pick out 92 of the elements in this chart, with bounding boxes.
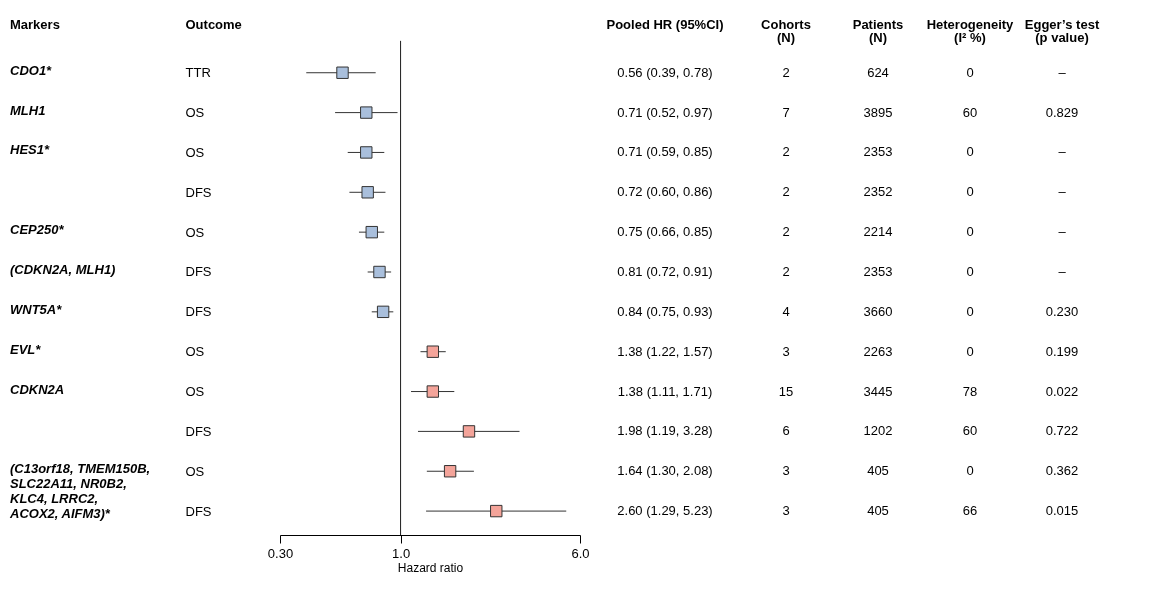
text: 78 bbox=[962, 383, 978, 399]
text: 0 bbox=[966, 144, 974, 160]
text: – bbox=[1058, 263, 1067, 279]
text: MLH1 bbox=[10, 102, 46, 118]
text: EVL* bbox=[10, 341, 42, 357]
text: 0.022 bbox=[1045, 383, 1079, 399]
text: 0 bbox=[966, 463, 974, 479]
text: (C13orf18, TMEM150B, SLC22A11, NR0B2, KLC4, LRRC2, ACOX2, AIFM3)* bbox=[9, 461, 151, 522]
text: 405 bbox=[867, 503, 889, 519]
y-tick-label: OS bbox=[185, 463, 205, 479]
text: Egger’s test (p value) bbox=[1024, 16, 1100, 45]
text: CEP250* bbox=[10, 222, 65, 238]
text: 2353 bbox=[863, 263, 893, 279]
text: 3895 bbox=[863, 104, 893, 120]
text: Markers bbox=[10, 16, 60, 32]
text: 0 bbox=[966, 224, 974, 240]
text: 0 bbox=[966, 184, 974, 200]
text: 0.015 bbox=[1045, 503, 1079, 519]
y-axis-title: Outcome bbox=[185, 17, 242, 33]
text: – bbox=[1058, 64, 1067, 80]
text: 0.199 bbox=[1045, 343, 1079, 359]
text: – bbox=[1058, 144, 1067, 160]
y-tick-label: DFS bbox=[185, 304, 212, 320]
text: 2352 bbox=[863, 184, 893, 200]
x-axis-title: Hazard ratio bbox=[397, 560, 464, 575]
text: 3 bbox=[782, 343, 790, 359]
data-label: 1.38 (1.11, 1.71) bbox=[617, 383, 713, 399]
text: Heterogeneity (I² %) bbox=[926, 16, 1015, 45]
data-label: 2.60 (1.29, 5.23) bbox=[617, 503, 713, 519]
text: CDKN2A bbox=[10, 381, 65, 397]
text: 0.362 bbox=[1045, 463, 1079, 479]
data-label: 0.84 (0.75, 0.93) bbox=[617, 303, 713, 319]
data-label: 1.38 (1.22, 1.57) bbox=[617, 343, 713, 359]
text: 2 bbox=[782, 184, 790, 200]
text: – bbox=[1058, 224, 1067, 240]
y-tick-label: OS bbox=[185, 144, 205, 160]
text: 624 bbox=[867, 64, 889, 80]
text: 0 bbox=[966, 263, 974, 279]
text: HES1* bbox=[10, 142, 50, 158]
text: CDO1* bbox=[10, 62, 53, 78]
text: 7 bbox=[782, 104, 790, 120]
text: 66 bbox=[962, 503, 978, 519]
text: Patients (N) bbox=[852, 16, 904, 45]
text: – bbox=[1058, 184, 1067, 200]
text: 2 bbox=[782, 224, 790, 240]
y-tick-label: DFS bbox=[185, 503, 212, 519]
data-label: 0.75 (0.66, 0.85) bbox=[617, 224, 713, 240]
text: 0.230 bbox=[1045, 303, 1079, 319]
text: 2 bbox=[782, 64, 790, 80]
text: 6 bbox=[782, 423, 790, 439]
data-label: 0.56 (0.39, 0.78) bbox=[617, 64, 713, 80]
data-label: 0.71 (0.52, 0.97) bbox=[617, 104, 713, 120]
text: 2 bbox=[782, 144, 790, 160]
text: 3 bbox=[782, 463, 790, 479]
text: 2 bbox=[782, 263, 790, 279]
y-tick-label: OS bbox=[185, 224, 205, 240]
data-label: 1.64 (1.30, 2.08) bbox=[617, 463, 713, 479]
y-tick-label: DFS bbox=[185, 423, 212, 439]
text: 2214 bbox=[863, 224, 893, 240]
text: WNT5A* bbox=[10, 301, 63, 317]
text: 60 bbox=[962, 104, 978, 120]
text: Pooled HR (95%CI) bbox=[606, 16, 724, 32]
x-tick-label: 1.0 bbox=[392, 545, 411, 561]
text: (CDKN2A, MLH1) bbox=[10, 261, 116, 277]
text: 2263 bbox=[863, 343, 893, 359]
y-tick-label: DFS bbox=[185, 264, 212, 280]
text: 4 bbox=[782, 303, 790, 319]
text: 0 bbox=[966, 64, 974, 80]
text: 15 bbox=[778, 383, 794, 399]
data-label: 0.81 (0.72, 0.91) bbox=[617, 263, 713, 279]
text: 0.722 bbox=[1045, 423, 1079, 439]
data-label: 0.71 (0.59, 0.85) bbox=[617, 144, 713, 160]
y-tick-label: DFS bbox=[185, 184, 212, 200]
text: 1202 bbox=[863, 423, 893, 439]
y-tick-label: OS bbox=[185, 105, 205, 121]
text: 60 bbox=[962, 423, 978, 439]
x-tick-label: 6.0 bbox=[571, 545, 590, 561]
text: 0.829 bbox=[1045, 104, 1079, 120]
data-label: 0.72 (0.60, 0.86) bbox=[617, 184, 713, 200]
x-tick-label: 0.30 bbox=[267, 545, 294, 561]
y-tick-label: OS bbox=[185, 384, 205, 400]
text: 3660 bbox=[863, 303, 893, 319]
text: Cohorts (N) bbox=[761, 16, 811, 45]
text: 3 bbox=[782, 503, 790, 519]
text: 0 bbox=[966, 303, 974, 319]
text: 0 bbox=[966, 343, 974, 359]
text: 3445 bbox=[863, 383, 893, 399]
y-tick-label: TTR bbox=[185, 65, 211, 81]
y-tick-label: OS bbox=[185, 344, 205, 360]
text: 2353 bbox=[863, 144, 893, 160]
text: 405 bbox=[867, 463, 889, 479]
data-label: 1.98 (1.19, 3.28) bbox=[617, 423, 713, 439]
